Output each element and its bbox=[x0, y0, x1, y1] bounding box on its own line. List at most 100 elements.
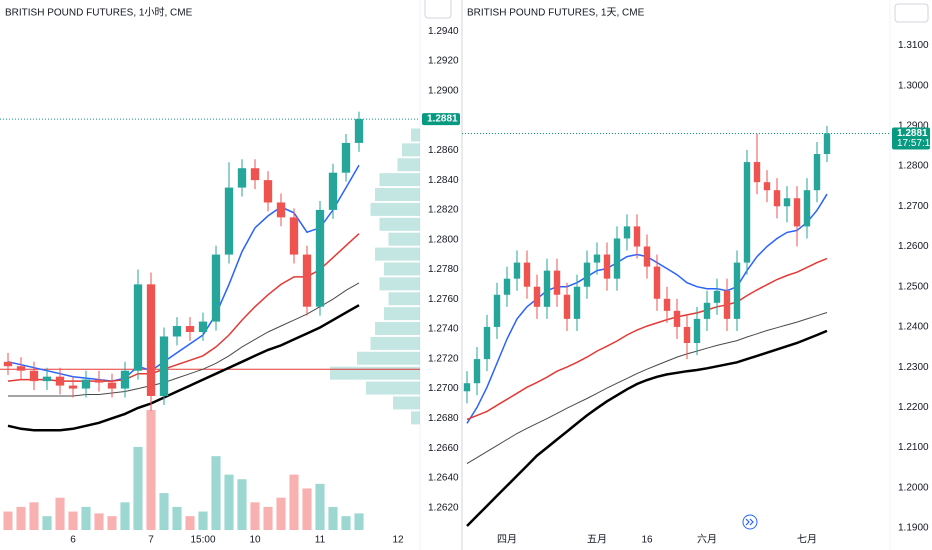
volume-bar bbox=[159, 493, 169, 530]
candle-body bbox=[250, 168, 260, 181]
y-tick-label: 1.2900 bbox=[428, 85, 459, 96]
ma-line bbox=[8, 282, 360, 397]
candle-body bbox=[503, 278, 511, 295]
realtime-icon bbox=[745, 518, 754, 526]
candle-body bbox=[341, 142, 351, 173]
candle-body bbox=[663, 298, 671, 311]
candle-body bbox=[523, 262, 531, 287]
candle-body bbox=[483, 326, 491, 360]
candle-body bbox=[553, 270, 561, 295]
candle-body bbox=[583, 262, 591, 287]
candle-body bbox=[172, 326, 182, 337]
chart-title: BRITISH POUND FUTURES, 1天, CME bbox=[467, 8, 645, 19]
y-tick-label: 1.2860 bbox=[428, 145, 459, 156]
candle-body bbox=[42, 376, 52, 382]
x-tick-label: 7 bbox=[148, 535, 154, 546]
candle-body bbox=[513, 262, 521, 279]
y-tick-label: 1.2800 bbox=[898, 161, 929, 172]
volume-bar bbox=[133, 446, 143, 530]
y-tick-label: 1.2600 bbox=[898, 241, 929, 252]
candle-body bbox=[703, 302, 711, 319]
candle-body bbox=[354, 119, 364, 143]
candle-body bbox=[185, 326, 195, 332]
candle-body bbox=[120, 370, 130, 389]
profile-bar bbox=[379, 277, 420, 291]
profile-bar bbox=[388, 232, 420, 246]
last-price-box bbox=[892, 127, 930, 150]
go-to-realtime[interactable] bbox=[742, 514, 758, 530]
candle-body bbox=[29, 370, 39, 382]
candle-body bbox=[146, 284, 156, 397]
profile-bar bbox=[357, 351, 420, 365]
x-tick-label: 10 bbox=[249, 535, 261, 546]
volume-bar bbox=[198, 511, 208, 530]
volume-bar bbox=[146, 410, 156, 530]
candle-body bbox=[94, 379, 104, 383]
volume-bar bbox=[263, 506, 273, 530]
y-tick-label: 1.2500 bbox=[898, 281, 929, 292]
candle-body bbox=[653, 266, 661, 299]
profile-bar bbox=[384, 262, 420, 276]
y-tick-label: 1.3100 bbox=[898, 40, 929, 51]
volume-bar bbox=[68, 511, 78, 530]
volume-bar bbox=[120, 502, 130, 530]
y-tick-label: 1.2840 bbox=[428, 175, 459, 186]
candle-body bbox=[473, 359, 481, 384]
candle-body bbox=[693, 318, 701, 344]
candle-body bbox=[315, 209, 325, 307]
y-tick-label: 1.2740 bbox=[428, 324, 459, 335]
candle-body bbox=[723, 290, 731, 319]
candle-body bbox=[133, 284, 143, 371]
x-tick-label: 六月 bbox=[697, 534, 717, 546]
y-tick-label: 1.2000 bbox=[898, 482, 929, 493]
volume-bar bbox=[354, 513, 364, 530]
chart-title: BRITISH POUND FUTURES, 1小时, CME bbox=[5, 7, 193, 19]
candle-body bbox=[643, 246, 651, 267]
ma-line bbox=[7, 304, 360, 432]
candle-body bbox=[68, 385, 78, 389]
candle-body bbox=[463, 383, 471, 392]
candle-body bbox=[543, 270, 551, 307]
y-tick-label: 1.2200 bbox=[898, 402, 929, 413]
candle-body bbox=[753, 162, 761, 183]
candle-body bbox=[211, 254, 221, 322]
volume-bar bbox=[185, 516, 195, 530]
volume-bar bbox=[224, 474, 234, 530]
y-tick-label: 1.2400 bbox=[898, 322, 929, 333]
scale-button[interactable] bbox=[424, 0, 452, 19]
volume-bar bbox=[237, 479, 247, 530]
scale-button[interactable] bbox=[894, 3, 929, 23]
y-tick-label: 1.2700 bbox=[898, 201, 929, 212]
realtime-button[interactable] bbox=[742, 514, 758, 530]
volume-bar bbox=[107, 516, 117, 530]
candle-body bbox=[733, 262, 741, 319]
x-tick-label: 七月 bbox=[797, 534, 817, 546]
volume-bar bbox=[289, 474, 299, 530]
volume-bar bbox=[250, 502, 260, 530]
x-tick-label: 16 bbox=[641, 535, 653, 546]
volume-bar bbox=[211, 456, 221, 530]
candle-body bbox=[763, 182, 771, 191]
profile-bar bbox=[402, 143, 420, 157]
profile-bar bbox=[375, 322, 420, 336]
profile-bar bbox=[397, 158, 420, 172]
profile-bar bbox=[366, 381, 420, 395]
volume-bar bbox=[81, 506, 91, 530]
y-tick-label: 1.2700 bbox=[428, 383, 459, 394]
candle-body bbox=[289, 217, 299, 255]
candle-body bbox=[783, 198, 791, 207]
candle-body bbox=[773, 190, 781, 207]
y-tick-label: 1.2640 bbox=[428, 473, 459, 484]
candle-body bbox=[159, 336, 169, 397]
candle-body bbox=[533, 286, 541, 307]
candle-body bbox=[328, 172, 338, 210]
last-price-box bbox=[422, 113, 460, 126]
candle-body bbox=[613, 238, 621, 279]
y-tick-label: 1.2820 bbox=[428, 205, 459, 216]
profile-bar bbox=[388, 292, 420, 306]
candle-body bbox=[563, 294, 571, 319]
candle-body bbox=[633, 226, 641, 247]
volume-bar bbox=[341, 516, 351, 530]
